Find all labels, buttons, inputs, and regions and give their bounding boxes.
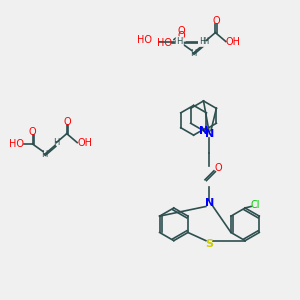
Text: HO: HO xyxy=(136,35,152,45)
Text: H: H xyxy=(202,37,208,46)
Text: HO: HO xyxy=(9,139,24,149)
Text: N: N xyxy=(205,129,214,139)
Text: OH: OH xyxy=(77,138,92,148)
Text: N: N xyxy=(199,126,208,136)
Text: HO: HO xyxy=(158,38,172,48)
Text: O: O xyxy=(214,163,222,173)
Text: S: S xyxy=(206,238,213,249)
Text: O: O xyxy=(177,31,185,40)
Text: H: H xyxy=(190,49,196,58)
Text: O: O xyxy=(177,26,185,35)
Text: O: O xyxy=(212,16,220,26)
Text: O: O xyxy=(64,117,71,127)
Text: O: O xyxy=(29,127,36,136)
Text: H: H xyxy=(176,37,183,46)
Text: H: H xyxy=(53,138,60,147)
Text: N: N xyxy=(205,199,214,208)
Text: H: H xyxy=(41,150,48,159)
Text: Cl: Cl xyxy=(251,200,260,210)
Text: H: H xyxy=(199,37,205,46)
Text: OH: OH xyxy=(226,37,241,46)
